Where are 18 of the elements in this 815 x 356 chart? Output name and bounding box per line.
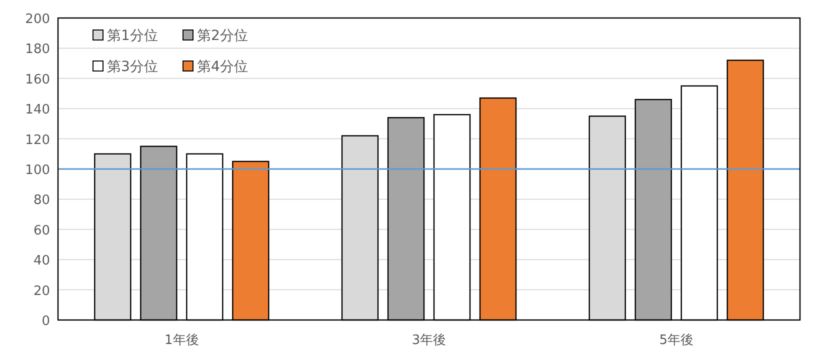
y-tick-label: 180 (25, 42, 50, 58)
legend-label: 第3分位 (107, 59, 158, 75)
y-tick-label: 160 (25, 72, 50, 88)
legend-label: 第1分位 (107, 28, 158, 44)
legend-label: 第2分位 (197, 28, 248, 44)
legend-label: 第4分位 (197, 59, 248, 75)
y-tick-label: 40 (33, 254, 50, 269)
y-tick-label: 20 (33, 284, 50, 299)
x-tick-label: 1年後 (164, 333, 199, 348)
y-tick-label: 200 (25, 12, 50, 27)
y-tick-label: 80 (33, 193, 50, 208)
y-tick-label: 140 (25, 102, 50, 118)
y-tick-label: 100 (25, 163, 50, 178)
y-tick-label: 120 (25, 132, 50, 148)
y-tick-label: 60 (33, 223, 50, 238)
y-tick-label: 0 (42, 314, 50, 329)
x-tick-label: 5年後 (659, 333, 694, 348)
x-tick-label: 3年後 (412, 333, 446, 348)
